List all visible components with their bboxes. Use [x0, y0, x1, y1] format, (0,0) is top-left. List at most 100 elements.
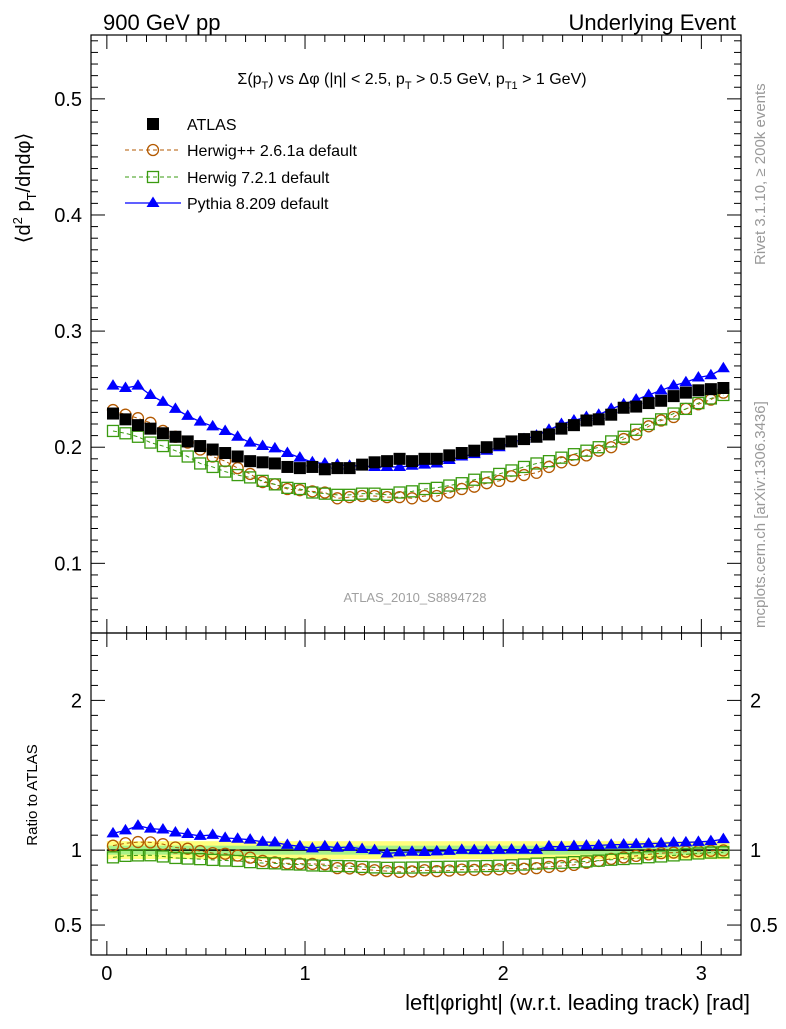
- main-point-atlas: [455, 447, 468, 460]
- ratio-point-pythia-8-209-default: [467, 843, 481, 855]
- main-point-herwig-7-2-1-default: [156, 439, 170, 453]
- main-point-atlas: [430, 452, 443, 465]
- main-point-herwig-7-2-1-default: [430, 481, 443, 495]
- ratio-point-herwig-7-2-1-default: [717, 846, 730, 859]
- ratio-point-herwig-7-2-1-default: [542, 857, 556, 870]
- ratio-point-pythia-8-209-default: [642, 837, 656, 848]
- ratio-point-pythia-8-209-default: [592, 838, 606, 850]
- main-point-atlas: [381, 455, 394, 468]
- ratio-point-herwig-7-2-1-default: [704, 846, 718, 859]
- ratio-point-herwig-7-2-1-default: [567, 855, 581, 869]
- main-point-atlas: [592, 413, 605, 426]
- main-point-pythia-8-209-default: [156, 395, 170, 406]
- main-point-atlas: [156, 427, 169, 440]
- legend: ATLAS Herwig++ 2.6.1a default Herwig 7.2…: [125, 117, 357, 213]
- ratio-point-herwig-7-2-1-default: [555, 856, 568, 869]
- ratio-point-herwig-7-2-1-default: [468, 860, 481, 873]
- ratio-point-herwig-7-2-1-default: [692, 847, 705, 860]
- main-ytick-label: 0.5: [54, 89, 82, 111]
- ratio-point-pythia-8-209-default: [542, 839, 556, 851]
- main-point-herwig-7-2-1-default: [580, 444, 593, 457]
- analysis-id: ATLAS_2010_S8894728: [344, 590, 487, 605]
- ratio-point-herwig-7-2-1-default: [430, 860, 443, 874]
- ratio-point-herwig-7-2-1-default: [418, 861, 431, 874]
- ratio-point-pythia-8-209-default: [355, 842, 369, 853]
- main-point-atlas: [418, 452, 431, 465]
- main-point-pythia-8-209-default: [716, 361, 730, 373]
- x-tick-label: 1: [299, 963, 310, 985]
- main-point-atlas: [194, 440, 207, 453]
- ratio-point-herwig-7-2-1-default: [119, 849, 132, 863]
- main-point-herwig-2-6-1a-default: [555, 456, 568, 469]
- main-point-herwig-7-2-1-default: [144, 436, 157, 449]
- main-point-herwig-7-2-1-default: [243, 471, 257, 484]
- main-point-atlas: [505, 435, 518, 448]
- ratio-point-herwig-7-2-1-default: [679, 848, 693, 861]
- main-point-atlas: [555, 422, 568, 435]
- main-point-herwig-7-2-1-default: [331, 488, 344, 501]
- ratio-point-herwig-7-2-1-default: [505, 859, 518, 872]
- ratio-point-herwig-7-2-1-default: [630, 852, 643, 865]
- ratio-point-pythia-8-209-default: [554, 840, 568, 851]
- ratio-point-herwig-7-2-1-default: [592, 854, 605, 867]
- ratio-point-herwig-7-2-1-default: [318, 859, 331, 872]
- ratio-series-markers: [106, 819, 730, 879]
- main-series-markers: [106, 361, 730, 505]
- main-ylabel: ⟨d2 pT/dηdφ⟩: [10, 133, 39, 244]
- ratio-point-herwig-2-6-1a-default: [156, 838, 170, 851]
- ratio-point-pythia-8-209-default: [318, 839, 332, 851]
- main-point-herwig-7-2-1-default: [368, 487, 381, 500]
- legend-marker-atlas: [147, 118, 159, 130]
- main-point-atlas: [655, 394, 668, 407]
- ratio-point-pythia-8-209-default: [380, 846, 394, 858]
- main-point-atlas: [268, 457, 281, 470]
- ratio-ylabel: Ratio to ATLAS: [24, 744, 41, 845]
- ratio-point-pythia-8-209-default: [679, 835, 693, 847]
- main-point-herwig-7-2-1-default: [219, 465, 232, 478]
- main-point-atlas: [244, 455, 257, 468]
- ratio-point-herwig-7-2-1-default: [131, 849, 145, 862]
- header-right: Underlying Event: [568, 10, 736, 35]
- source-label: mcplots.cern.ch [arXiv:1306.3436]: [752, 401, 769, 628]
- legend-marker-herwig7: [146, 170, 160, 184]
- ratio-point-herwig-7-2-1-default: [443, 860, 456, 873]
- ratio-point-pythia-8-209-default: [579, 839, 593, 850]
- ratio-point-herwig-7-2-1-default: [405, 861, 419, 874]
- ratio-point-pythia-8-209-default: [418, 845, 432, 856]
- ratio-ytick-label-right: 0.5: [750, 915, 778, 937]
- ratio-point-herwig-7-2-1-default: [206, 853, 219, 867]
- main-point-herwig-7-2-1-default: [119, 427, 132, 440]
- main-point-herwig-2-6-1a-default: [530, 466, 543, 479]
- ratio-point-pythia-8-209-default: [529, 843, 543, 854]
- main-point-pythia-8-209-default: [131, 379, 145, 390]
- main-point-atlas: [219, 447, 232, 460]
- main-point-herwig-7-2-1-default: [567, 448, 581, 461]
- main-point-pythia-8-209-default: [280, 446, 294, 458]
- main-ytick-label: 0.4: [54, 205, 82, 227]
- ratio-point-pythia-8-209-default: [505, 843, 519, 854]
- ratio-point-pythia-8-209-default: [691, 835, 705, 846]
- ratio-point-herwig-7-2-1-default: [256, 856, 269, 870]
- main-point-herwig-7-2-1-default: [194, 457, 207, 470]
- main-point-pythia-8-209-default: [106, 379, 120, 390]
- ratio-point-pythia-8-209-default: [704, 834, 718, 846]
- x-tick-label: 2: [498, 963, 509, 985]
- main-point-atlas: [356, 458, 369, 471]
- main-point-herwig-2-6-1a-default: [443, 486, 456, 499]
- ratio-point-herwig-7-2-1-default: [493, 859, 506, 872]
- main-point-atlas: [293, 462, 306, 475]
- main-point-herwig-7-2-1-default: [493, 467, 506, 481]
- ratio-point-pythia-8-209-default: [156, 822, 170, 834]
- main-point-atlas: [542, 428, 555, 441]
- main-line-herwig-2-6-1a-default: [112, 392, 724, 499]
- main-point-herwig-7-2-1-default: [418, 482, 431, 496]
- x-tick-label: 3: [696, 963, 707, 985]
- main-point-pythia-8-209-default: [168, 402, 182, 413]
- main-point-herwig-7-2-1-default: [268, 478, 282, 491]
- main-point-herwig-7-2-1-default: [642, 417, 655, 431]
- legend-marker-herwigpp: [146, 143, 160, 157]
- main-point-atlas: [119, 413, 132, 426]
- main-point-pythia-8-209-default: [181, 409, 195, 420]
